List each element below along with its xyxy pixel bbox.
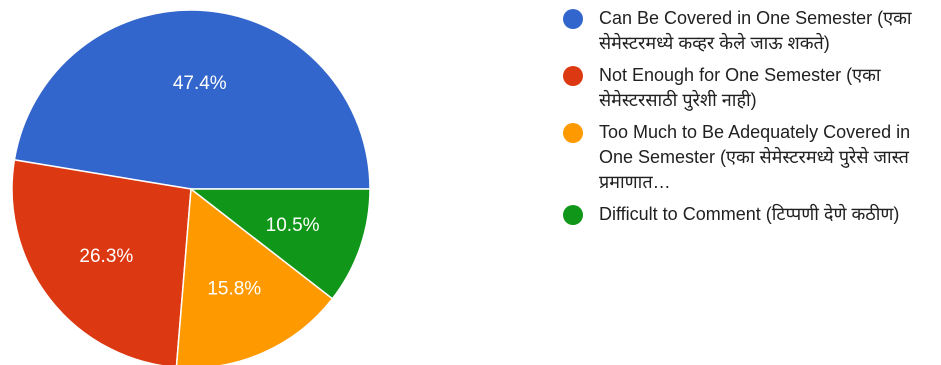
- pie-slice-difficult[interactable]: [188, 188, 371, 300]
- legend-label-difficult: Difficult to Comment (टिप्पणी देणे कठीण): [599, 204, 900, 224]
- slice-label-difficult: 10.5%: [266, 215, 320, 236]
- legend-swatch-difficult: [563, 205, 583, 225]
- pie-slice-too-much[interactable]: [175, 187, 334, 365]
- slice-label-too-much: 15.8%: [207, 278, 261, 299]
- legend-item-not-enough[interactable]: Not Enough for One Semester (एका सेमेस्ट…: [563, 63, 941, 113]
- slice-label-covered: 47.4%: [173, 73, 227, 94]
- legend-item-difficult[interactable]: Difficult to Comment (टिप्पणी देणे कठीण): [563, 202, 941, 227]
- legend-label-covered: Can Be Covered in One Semester (एका सेमे…: [599, 8, 912, 53]
- pie-slice-not-enough[interactable]: [11, 159, 192, 365]
- pie-slice-covered[interactable]: [13, 9, 371, 190]
- legend-swatch-not-enough: [563, 66, 583, 86]
- chart-legend: Can Be Covered in One Semester (एका सेमे…: [563, 6, 941, 234]
- legend-swatch-covered: [563, 9, 583, 29]
- pie-chart: 47.4% 26.3% 15.8% 10.5%: [11, 9, 371, 365]
- legend-label-not-enough: Not Enough for One Semester (एका सेमेस्ट…: [599, 65, 881, 110]
- legend-item-too-much[interactable]: Too Much to Be Adequately Covered in One…: [563, 120, 941, 195]
- legend-item-covered[interactable]: Can Be Covered in One Semester (एका सेमे…: [563, 6, 941, 56]
- legend-label-too-much: Too Much to Be Adequately Covered in One…: [599, 122, 911, 192]
- slice-label-not-enough: 26.3%: [79, 246, 133, 267]
- legend-swatch-too-much: [563, 123, 583, 143]
